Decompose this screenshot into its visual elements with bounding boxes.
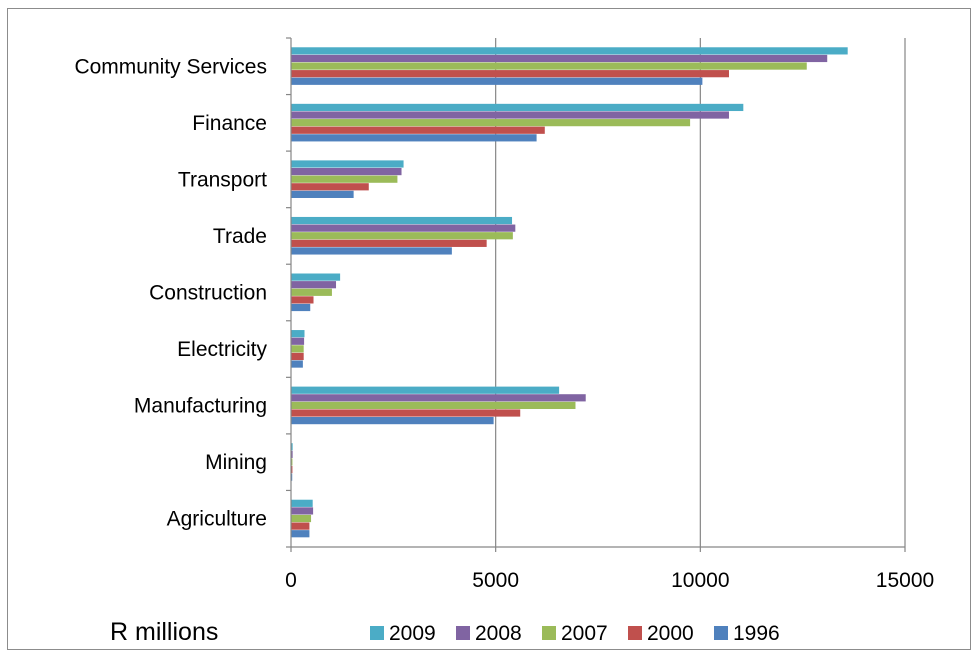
bar xyxy=(291,232,513,240)
bar xyxy=(291,443,293,451)
axes xyxy=(286,37,906,552)
bar xyxy=(291,175,398,183)
bar xyxy=(291,530,310,538)
category-label: Transport xyxy=(178,168,267,191)
bar xyxy=(291,499,313,507)
x-tick-label: 5000 xyxy=(472,569,519,592)
legend-label: 1996 xyxy=(733,622,780,645)
bar xyxy=(291,465,293,474)
bar xyxy=(291,458,293,466)
category-label: Community Services xyxy=(74,55,267,78)
bar xyxy=(291,70,729,78)
category-label: Finance xyxy=(192,112,267,135)
bar xyxy=(291,190,354,198)
bar xyxy=(291,77,703,85)
legend-swatch xyxy=(542,626,556,640)
bar xyxy=(291,386,560,394)
legend-swatch xyxy=(370,626,384,640)
bar xyxy=(291,473,293,481)
bar xyxy=(291,247,452,255)
category-label: Agriculture xyxy=(167,508,267,531)
bar xyxy=(291,111,729,119)
bar xyxy=(291,417,494,425)
legend-label: 2009 xyxy=(389,622,436,645)
bar xyxy=(291,450,293,458)
x-tick-labels: 0 5000 10000 15000 xyxy=(285,569,934,592)
bar xyxy=(291,273,341,281)
bar xyxy=(291,47,848,55)
category-label: Construction xyxy=(149,282,267,305)
category-label: Manufacturing xyxy=(134,395,267,418)
legend: 2009 2008 2007 2000 1996 xyxy=(370,622,780,645)
bar xyxy=(291,183,369,191)
bar xyxy=(291,160,404,168)
x-tick-label: 15000 xyxy=(876,569,934,592)
category-label: Electricity xyxy=(177,338,267,361)
bar xyxy=(291,288,332,296)
bar xyxy=(291,345,304,353)
bar xyxy=(291,401,576,410)
legend-label: 2007 xyxy=(561,622,608,645)
category-label: Mining xyxy=(205,451,267,474)
bars xyxy=(291,47,848,538)
legend-label: 2008 xyxy=(475,622,522,645)
bar xyxy=(291,126,545,134)
legend-swatch xyxy=(714,626,728,640)
x-axis-title: R millions xyxy=(110,618,218,646)
bar xyxy=(291,54,828,63)
bar xyxy=(291,62,807,70)
bar xyxy=(291,167,402,176)
bar xyxy=(291,507,314,515)
bar xyxy=(291,224,516,232)
bar xyxy=(291,522,310,530)
bar xyxy=(291,409,521,417)
bar xyxy=(291,216,513,225)
bar xyxy=(291,119,691,127)
bar xyxy=(291,330,305,338)
category-label: Trade xyxy=(213,225,267,248)
x-tick-label: 0 xyxy=(285,569,297,592)
legend-label: 2000 xyxy=(647,622,694,645)
bar xyxy=(291,103,744,112)
bar xyxy=(291,394,586,402)
x-tick-label: 10000 xyxy=(671,569,729,592)
legend-swatch xyxy=(628,626,642,640)
bar xyxy=(291,303,311,312)
bar xyxy=(291,281,337,289)
bar xyxy=(291,239,487,247)
category-labels: Community Services Finance Transport Trade C… xyxy=(74,55,267,530)
bar xyxy=(291,514,312,523)
bar xyxy=(291,337,305,345)
bar xyxy=(291,296,314,304)
bar xyxy=(291,134,537,142)
bar xyxy=(291,352,304,361)
bar-chart: Community Services Finance Transport Trade C… xyxy=(74,37,934,646)
bar xyxy=(291,360,303,368)
chart-frame: Community Services Finance Transport Trade C… xyxy=(7,8,971,650)
legend-swatch xyxy=(456,626,470,640)
